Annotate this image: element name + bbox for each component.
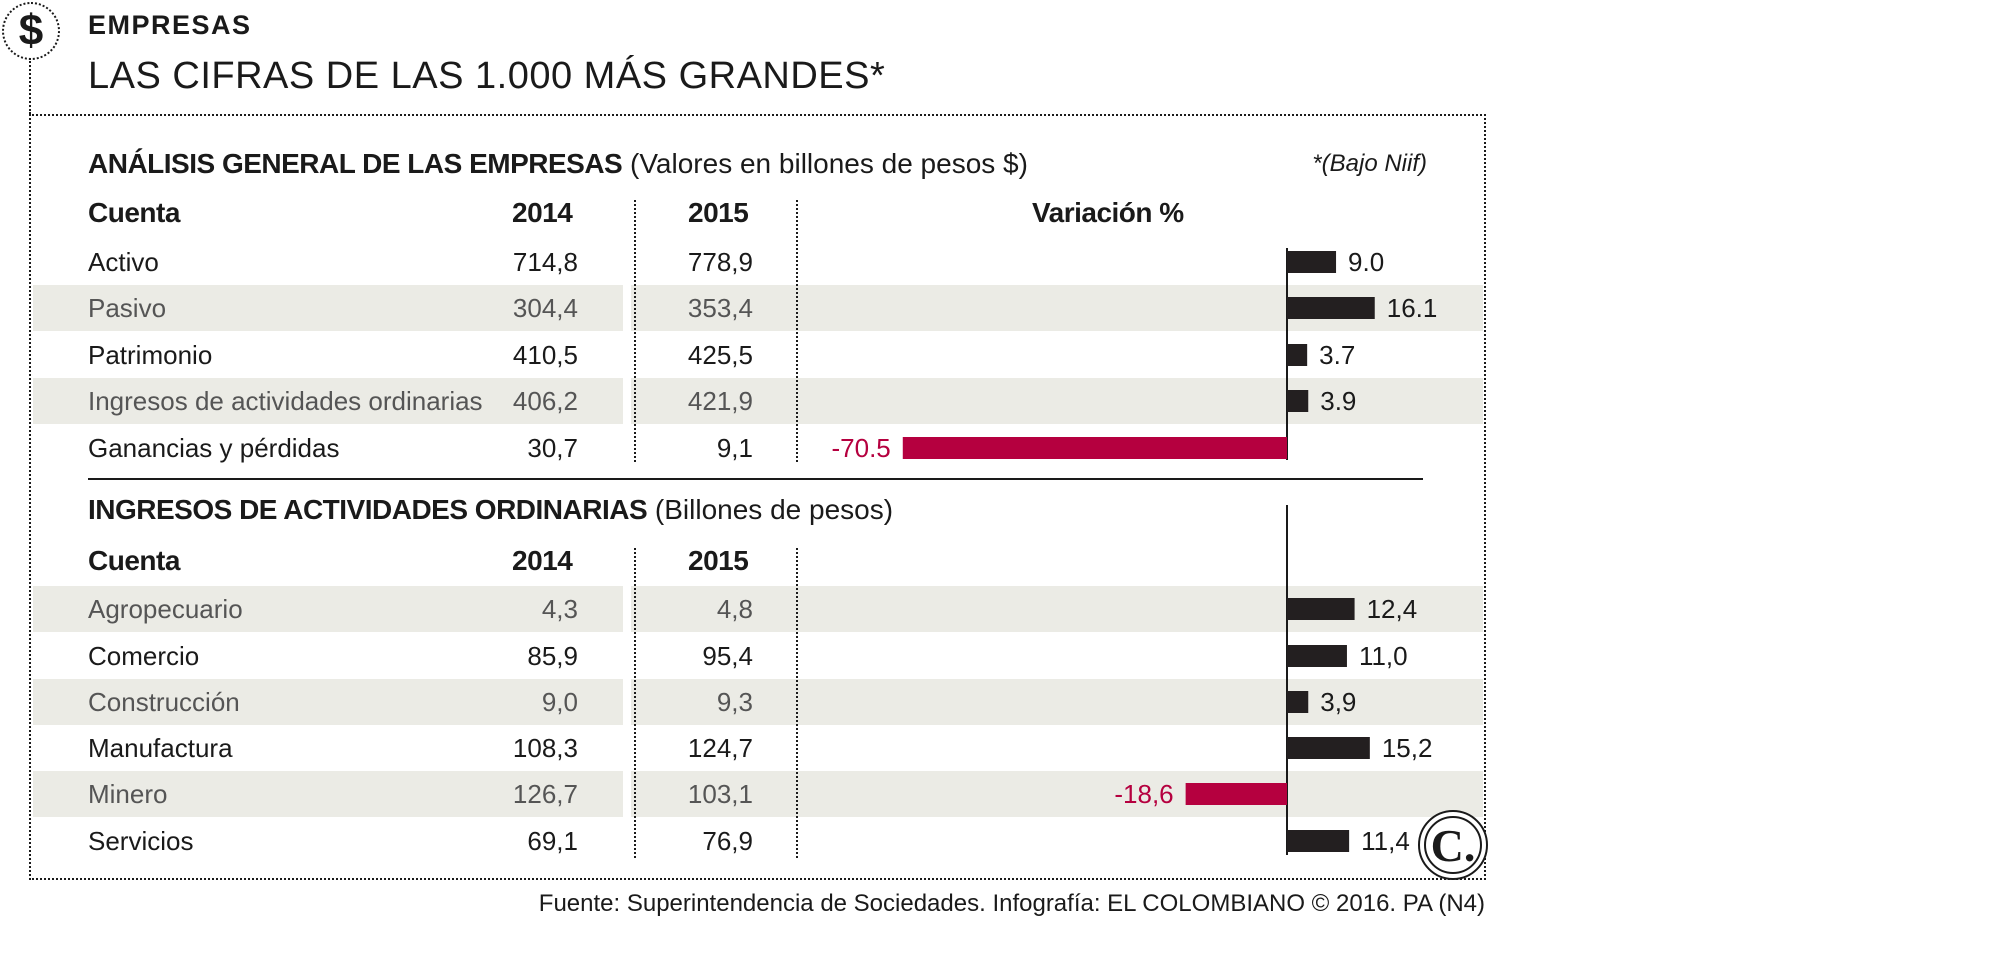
table2-col-2015: 2015 [688,545,749,576]
row-name: Manufactura [88,733,233,763]
bar-value-label: 16.1 [1387,293,1438,323]
bar-ingresos-de-actividades-ordinarias [1287,390,1309,412]
row-name: Minero [88,779,168,809]
row-value-2015: 9,3 [716,687,753,717]
table2-col-2014: 2014 [512,545,573,576]
row-value-2014: 85,9 [527,641,578,671]
bar-value-label: 3,9 [1320,687,1356,717]
niif-note: *(Bajo Niif) [1312,150,1427,177]
bar-value-label: 3.7 [1319,340,1355,370]
row-value-2015: 9,1 [716,433,753,463]
row-name: Activo [88,247,159,277]
bar-manufactura [1287,737,1370,759]
row-value-2015: 4,8 [716,594,753,624]
row-value-2015: 124,7 [687,733,753,763]
column-separator [634,200,636,462]
table1-col-variacion: Variación % [1032,197,1184,228]
table2-col-cuenta: Cuenta [88,545,180,576]
row-value-2014: 406,2 [512,386,578,416]
bar-activo [1287,251,1337,273]
page-title: LAS CIFRAS DE LAS 1.000 MÁS GRANDES* [88,55,886,97]
row-value-2014: 108,3 [512,733,578,763]
row-band [631,679,1483,725]
bar-patrimonio [1287,344,1308,366]
row-value-2014: 304,4 [512,293,578,323]
bar-agropecuario [1287,598,1355,620]
row-band [631,771,1483,817]
row-value-2014: 126,7 [512,779,578,809]
row-value-2014: 9,0 [541,687,578,717]
bar-value-label: 11,0 [1359,641,1408,671]
row-value-2015: 95,4 [702,641,753,671]
source-credit: Fuente: Superintendencia de Sociedades. … [538,890,1485,917]
infographic-frame [29,114,1486,880]
bar-value-label: 12,4 [1367,594,1418,624]
row-name: Ingresos de actividades ordinarias [88,386,483,416]
row-value-2015: 353,4 [687,293,753,323]
section-kicker: EMPRESAS [88,10,252,40]
table1-title-units: (Valores en billones de pesos $) [622,148,1028,179]
row-value-2014: 69,1 [527,826,578,856]
table2-title-units: (Billones de pesos) [647,494,894,525]
column-separator [796,548,798,858]
row-value-2015: 76,9 [702,826,753,856]
row-name: Ganancias y pérdidas [88,433,340,463]
bar-value-label: 9.0 [1348,247,1384,277]
row-value-2014: 410,5 [512,340,578,370]
bar-ganancias-y-pérdidas [902,437,1287,459]
row-value-2014: 30,7 [527,433,578,463]
row-value-2014: 714,8 [512,247,578,277]
row-band [33,679,623,725]
table1-col-2015: 2015 [688,197,749,228]
row-value-2015: 103,1 [687,779,753,809]
bar-value-label: -70.5 [832,433,891,463]
bars-group: 9.016.1 3.7 3.9 -70.5 12,4 11,03,9 15,2 -18,6 11… [832,247,1438,856]
row-value-2015: 421,9 [687,386,753,416]
bar-value-label: 3.9 [1320,386,1356,416]
row-band [631,378,1483,424]
column-separator [634,548,636,858]
row-value-2014: 4,3 [541,594,578,624]
table1-col-2014: 2014 [512,197,573,228]
table1-title: ANÁLISIS GENERAL DE LAS EMPRESAS (Valore… [88,148,1028,180]
row-band [33,771,623,817]
bar-servicios [1287,830,1350,852]
column-separator [796,200,798,462]
bar-value-label: 15,2 [1382,733,1433,763]
bar-pasivo [1287,297,1375,319]
bar-comercio [1287,645,1347,667]
row-name: Servicios [88,826,194,856]
row-name: Construcción [88,687,240,717]
row-value-2015: 778,9 [687,247,753,277]
header-divider [29,58,31,114]
row-name: Agropecuario [88,594,243,624]
row-name: Pasivo [88,293,167,323]
bar-value-label: -18,6 [1114,779,1173,809]
row-band [33,378,623,424]
bar-construcción [1287,691,1309,713]
table2-title-bold: INGRESOS DE ACTIVIDADES ORDINARIAS [88,494,648,525]
table1-col-cuenta: Cuenta [88,197,180,228]
section-divider [88,478,1423,480]
el-colombiano-logo: C. [1418,810,1488,880]
row-band [33,586,623,632]
table1-title-bold: ANÁLISIS GENERAL DE LAS EMPRESAS [88,148,623,179]
row-name: Patrimonio [88,340,213,370]
row-band [33,285,623,331]
row-name: Comercio [88,641,200,671]
table2-title: INGRESOS DE ACTIVIDADES ORDINARIAS (Bill… [88,494,893,526]
dollar-icon: $ [2,2,60,60]
row-value-2015: 425,5 [687,340,753,370]
bar-minero [1185,783,1287,805]
bar-value-label: 11,4 [1361,826,1410,856]
